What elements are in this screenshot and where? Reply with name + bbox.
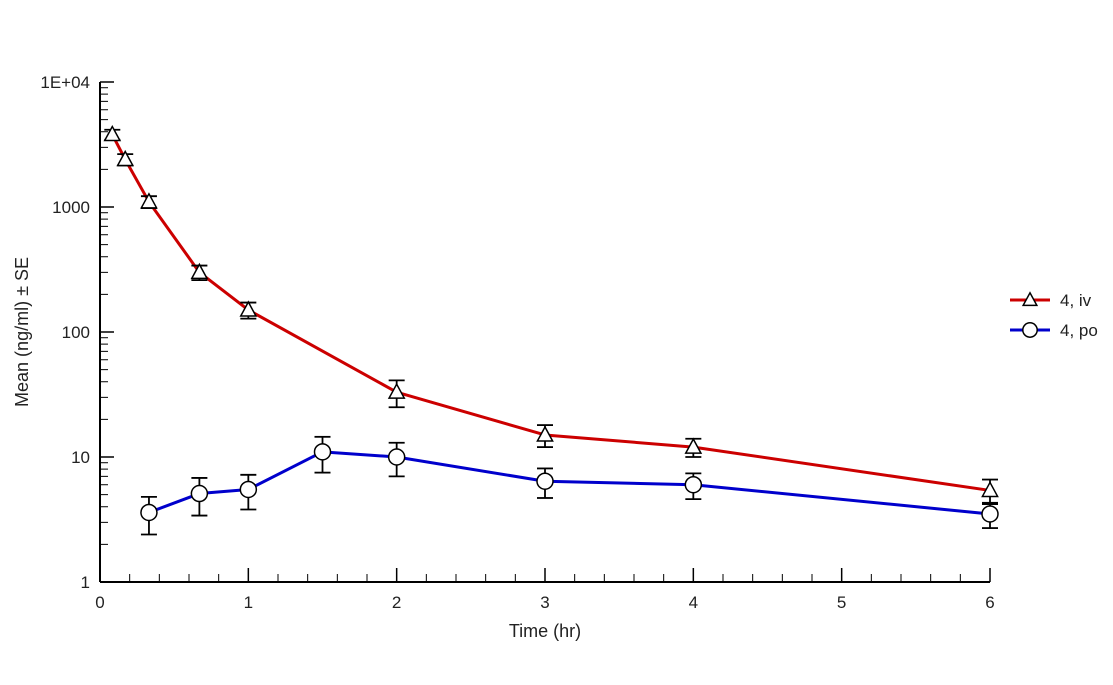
x-tick-label: 0 bbox=[95, 593, 104, 612]
circle-marker bbox=[240, 481, 256, 497]
y-tick-label: 1 bbox=[81, 573, 90, 592]
legend-label: 4, po bbox=[1060, 321, 1098, 340]
y-tick-label: 1000 bbox=[52, 198, 90, 217]
x-axis-label: Time (hr) bbox=[509, 621, 581, 641]
circle-marker bbox=[191, 486, 207, 502]
x-tick-label: 6 bbox=[985, 593, 994, 612]
x-tick-label: 1 bbox=[244, 593, 253, 612]
y-axis-label: Mean (ng/ml) ± SE bbox=[12, 257, 32, 407]
circle-marker bbox=[315, 444, 331, 460]
x-tick-label: 2 bbox=[392, 593, 401, 612]
y-tick-label: 10 bbox=[71, 448, 90, 467]
chart-svg: 012345611010010001E+04Time (hr)Mean (ng/… bbox=[0, 0, 1113, 685]
circle-marker bbox=[982, 506, 998, 522]
circle-marker bbox=[537, 473, 553, 489]
circle-marker bbox=[389, 449, 405, 465]
y-tick-label: 100 bbox=[62, 323, 90, 342]
circle-marker bbox=[685, 477, 701, 493]
pk-chart: 012345611010010001E+04Time (hr)Mean (ng/… bbox=[0, 0, 1113, 685]
legend-circle-icon bbox=[1023, 323, 1037, 337]
x-tick-label: 3 bbox=[540, 593, 549, 612]
y-tick-label: 1E+04 bbox=[40, 73, 90, 92]
x-tick-label: 5 bbox=[837, 593, 846, 612]
legend-label: 4, iv bbox=[1060, 291, 1092, 310]
x-tick-label: 4 bbox=[689, 593, 698, 612]
circle-marker bbox=[141, 504, 157, 520]
